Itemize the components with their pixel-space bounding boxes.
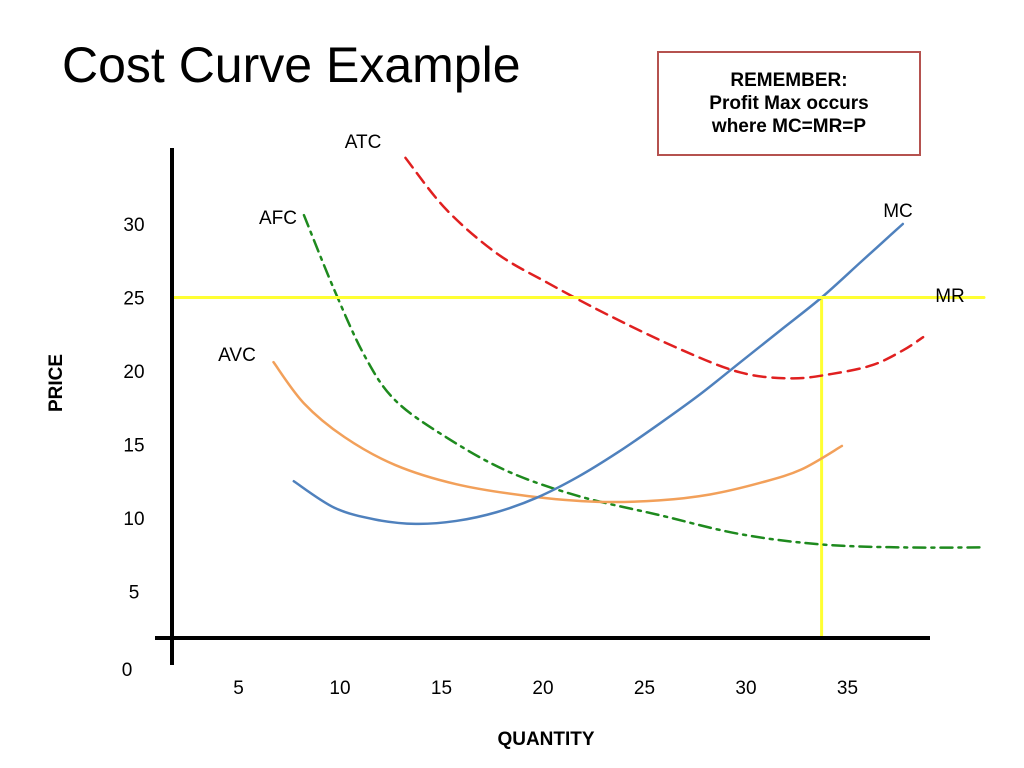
reminder-heading: REMEMBER: (730, 70, 848, 91)
afc-curve (302, 213, 986, 549)
y-tick-label-10: 10 (123, 509, 144, 530)
x-axis-title: QUANTITY (497, 729, 594, 750)
x-tick-label-25: 25 (634, 678, 655, 699)
y-tick-label-15: 15 (123, 436, 144, 457)
atc-label: ATC (345, 132, 382, 153)
x-tick-label-30: 30 (735, 678, 756, 699)
y-tick-label-30: 30 (123, 215, 144, 236)
y-tick-label-25: 25 (123, 289, 144, 310)
slide-title: Cost Curve Example (62, 37, 521, 93)
avc-label: AVC (218, 345, 256, 366)
reminder-box: REMEMBER: Profit Max occurs where MC=MR=… (657, 51, 921, 156)
avc-curve (272, 360, 844, 504)
x-tick-label-35: 35 (837, 678, 858, 699)
x-tick-label-15: 15 (431, 678, 452, 699)
y-tick-label-5: 5 (129, 583, 140, 604)
reminder-line-condition: where MC=MR=P (711, 116, 867, 137)
labels-layer: ATC AFC AVC MC MR 5 10 15 20 25 30 5 10 15 20 25 30 35 0 QU… (46, 132, 965, 750)
afc-label: AFC (259, 208, 297, 229)
y-tick-label-20: 20 (123, 362, 144, 383)
x-tick-label-5: 5 (233, 678, 244, 699)
atc-curve (404, 156, 925, 380)
y-axis-title: PRICE (46, 354, 67, 412)
mc-curve (292, 222, 905, 526)
axes-layer (155, 148, 930, 665)
series-layer (170, 156, 986, 638)
origin-label: 0 (122, 660, 133, 681)
mr-label: MR (935, 286, 965, 307)
reminder-line-profit-max: Profit Max occurs (709, 93, 869, 114)
x-tick-label-10: 10 (329, 678, 350, 699)
x-tick-label-20: 20 (532, 678, 553, 699)
mc-label: MC (883, 201, 913, 222)
